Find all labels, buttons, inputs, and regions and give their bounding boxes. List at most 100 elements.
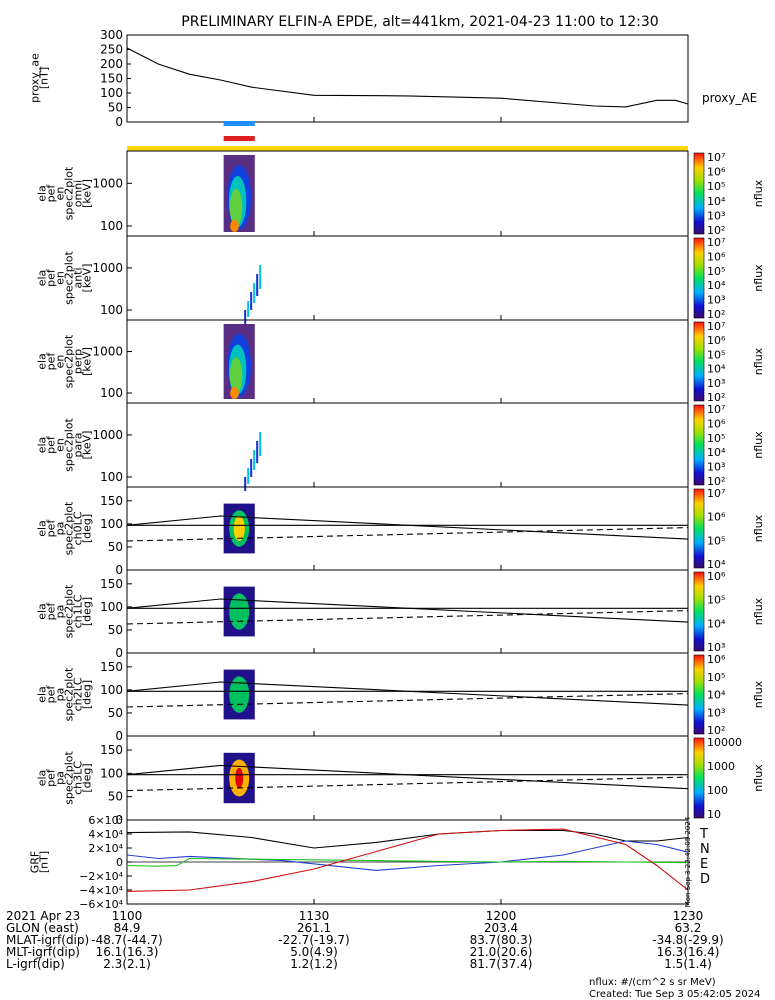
spectrogram-streak (259, 432, 262, 456)
ylabel-line: ela (36, 270, 49, 287)
colorbar-label: nflux (752, 597, 765, 625)
ytick-label: 0 (115, 115, 123, 129)
ytick-label: 100 (100, 303, 123, 317)
spectrogram-streak (247, 468, 250, 484)
ylabel-line: ch2LC (72, 677, 85, 711)
colorbar-tick: 10² (707, 391, 725, 404)
ephem-value: 81.7(37.4) (470, 957, 533, 971)
series-layer (126, 47, 689, 892)
ytick-label: 150 (100, 494, 123, 508)
spectrogram-para (244, 407, 262, 491)
colorbar (693, 237, 705, 319)
spectrogram-core (230, 220, 239, 232)
ylabel-line: pef (45, 352, 58, 371)
ylabel-line: en (54, 355, 67, 369)
ephem-value: -22.7(-19.7) (278, 933, 349, 947)
loss-cone-line (126, 681, 689, 706)
panel-omni (126, 150, 705, 237)
spectrogram-core (229, 188, 243, 227)
proxy-ae-right-label: proxy_AE (702, 91, 757, 105)
ylabel-line: ela (36, 520, 49, 537)
ylabel-line: spec2plot (63, 418, 76, 472)
ephem-row-label: MLAT-igrf(dip) (6, 933, 89, 947)
panel-perp (126, 319, 705, 404)
ytick-label: 100 (100, 86, 123, 100)
ytick-label: 200 (100, 57, 123, 71)
ytick-label: 0 (115, 813, 123, 827)
colorbar-tick: 10² (707, 224, 725, 237)
ephem-row-label: GLON (east) (6, 921, 79, 935)
ytick-label: −2×10⁴ (79, 870, 123, 883)
spectrogram-cells (244, 407, 255, 483)
colorbar-tick: 10⁴ (707, 363, 726, 376)
ylabel-line: [nT] (38, 67, 51, 89)
colorbar-tick: 10⁴ (707, 558, 726, 571)
colorbar-tick: 10000 (707, 736, 742, 749)
colorbar-tick: 1000 (707, 760, 735, 773)
ylabel-line: pef (45, 184, 58, 203)
ytick-label: 1000 (92, 176, 123, 190)
ylabel-line: proxy_ae (29, 53, 42, 103)
ytick-label: 1000 (92, 428, 123, 442)
ylabel-line: para (72, 433, 85, 458)
ytick-label: 6×10⁴ (88, 814, 123, 827)
colorbar-tick: 10⁷ (707, 487, 725, 500)
colorbar (693, 321, 705, 402)
ephem-value: 261.1 (297, 921, 331, 935)
ytick-label: 150 (100, 743, 123, 757)
colorbar (693, 737, 705, 819)
ylabel-line: en (54, 187, 67, 201)
ephem-value: -48.7(-44.7) (91, 933, 162, 947)
spectrogram-streak (256, 441, 259, 463)
colorbar-tick: 10⁷ (707, 320, 725, 333)
ephemeris-footer: 2021 Apr 23 1100 1130 1200 1230 GLON (east) 84… (6, 909, 761, 1000)
ylabel-line: [keV] (81, 347, 94, 376)
ylabel-line: pef (45, 685, 58, 704)
colorbar-label: nflux (752, 431, 765, 459)
ylabel-line: ela (36, 185, 49, 202)
ylabel-line: [keV] (81, 264, 94, 293)
ephem-value: 1230 (673, 909, 704, 923)
ephem-value: 5.0(4.9) (290, 945, 338, 959)
ylabel-line: pa (54, 522, 67, 536)
ylabel-line: pa (54, 688, 67, 702)
ylabel-line: ch0LC (72, 511, 85, 545)
colorbar-tick: 10⁶ (707, 334, 726, 347)
panel-ch2LC (126, 652, 705, 737)
ylabel-line: pef (45, 435, 58, 454)
grf-legend-T: T (699, 827, 708, 842)
ylabel-line: ela (36, 603, 49, 620)
pa-core (229, 676, 250, 713)
ephem-row-label: MLT-igrf(dip) (6, 945, 80, 959)
spectrogram-ch2LC (223, 669, 255, 720)
spectrogram-core (229, 357, 243, 394)
ylabel-line: [deg] (81, 597, 94, 626)
ytick-label: 50 (108, 790, 123, 804)
ytick-label: 150 (100, 577, 123, 591)
ylabel-line: GRF (29, 851, 42, 874)
ylabel-line: [keV] (81, 431, 94, 460)
ylabel-line: en (54, 271, 67, 285)
ephem-value: 203.4 (484, 921, 518, 935)
panel-ch3LC (126, 735, 705, 821)
ylabel-line: pa (54, 605, 67, 619)
colorbar-label: nflux (752, 264, 765, 292)
colorbar-tick: 10⁴ (707, 689, 726, 702)
pa-core (229, 593, 250, 630)
ylabel-line: omni (72, 180, 85, 207)
ytick-label: 300 (100, 28, 123, 42)
created-note: Created: Tue Sep 3 05:42:05 2024 (589, 989, 761, 1000)
colorbar-tick: 10⁵ (707, 534, 725, 547)
anti-loss-cone-line (126, 693, 689, 708)
pa-core (235, 767, 244, 789)
panel-frame (126, 652, 689, 737)
anti-loss-cone-line (126, 610, 689, 625)
units-note: nflux: #/(cm^2 s sr MeV) (589, 977, 716, 988)
colorbar (693, 404, 705, 486)
ylabel-line: [deg] (81, 514, 94, 543)
